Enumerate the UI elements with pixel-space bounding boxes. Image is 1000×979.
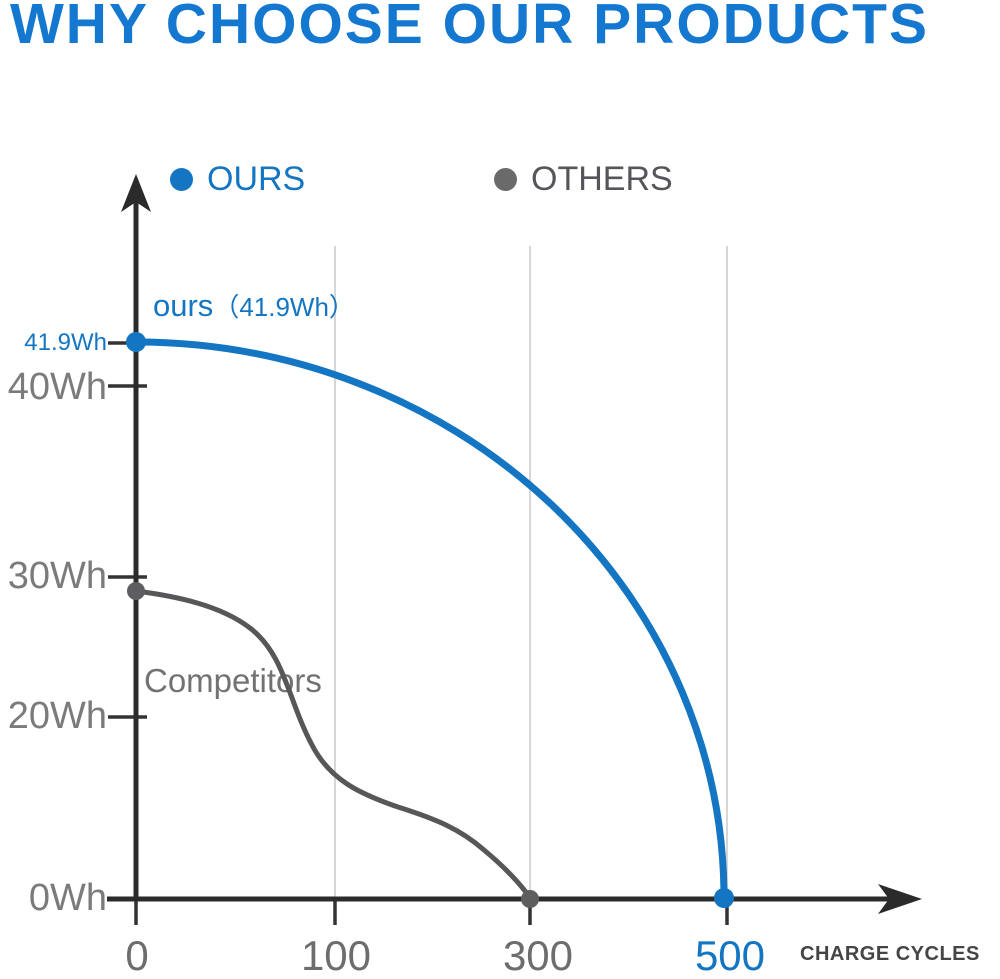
others-end-point xyxy=(521,890,539,908)
legend-item-ours: OURS xyxy=(170,157,305,201)
ours-start-point xyxy=(126,332,146,352)
ours-series-curve xyxy=(132,338,728,902)
legend-label-ours: OURS xyxy=(207,160,306,198)
legend-label-others: OTHERS xyxy=(531,160,673,198)
x-axis-arrow-icon xyxy=(878,884,922,914)
y-axis-label-30wh: 30Wh xyxy=(7,555,107,597)
ours-curve-annotation: ours（41.9Wh） xyxy=(153,287,355,324)
y-axis-label-0wh: 0Wh xyxy=(28,877,107,919)
y-axis-label-40wh: 40Wh xyxy=(7,366,107,408)
x-axis-label-100: 100 xyxy=(300,932,372,979)
page-title: WHY CHOOSE OUR PRODUCTS xyxy=(10,0,930,56)
legend-dot-others-icon xyxy=(494,167,517,191)
others-start-point xyxy=(127,582,145,600)
y-axis-arrow-icon xyxy=(121,174,151,212)
ours-annotation-name: ours xyxy=(153,288,214,323)
y-axis-label-20wh: 20Wh xyxy=(7,695,107,737)
x-axis-label-300: 300 xyxy=(502,932,574,979)
ours-end-point xyxy=(714,888,734,908)
others-series-curve xyxy=(133,588,534,902)
x-axis-label-0: 0 xyxy=(125,932,149,979)
legend-dot-ours-icon xyxy=(170,167,193,191)
ours-annotation-value: （41.9Wh） xyxy=(213,292,355,322)
legend-item-others: OTHERS xyxy=(494,157,673,201)
x-axis-label-500: 500 xyxy=(694,932,766,979)
x-axis-title: CHARGE CYCLES xyxy=(800,943,980,965)
y-axis-label-41-9wh: 41.9Wh xyxy=(24,329,107,356)
